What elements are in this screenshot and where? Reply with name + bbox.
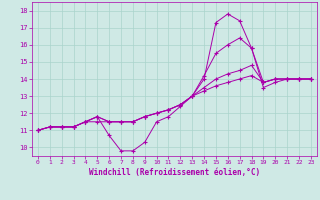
X-axis label: Windchill (Refroidissement éolien,°C): Windchill (Refroidissement éolien,°C) xyxy=(89,168,260,177)
